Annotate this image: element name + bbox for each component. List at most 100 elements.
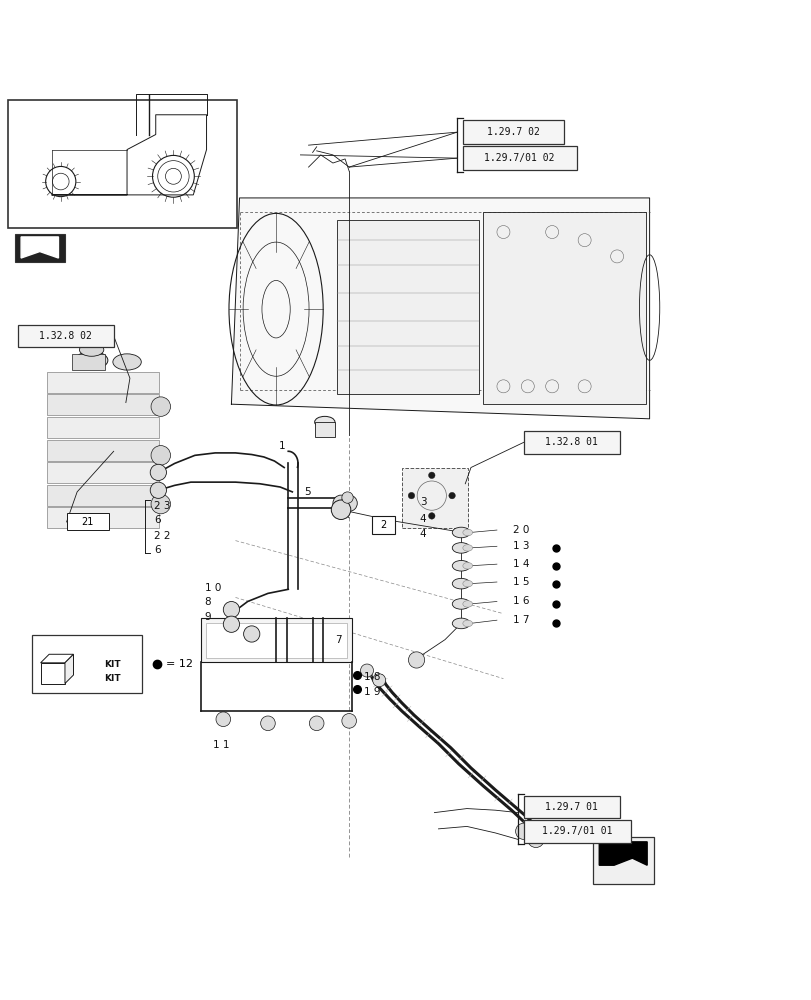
Text: 2: 2 bbox=[380, 520, 386, 530]
Bar bbox=[32, 635, 142, 693]
Bar bbox=[47, 507, 159, 528]
Circle shape bbox=[341, 714, 356, 728]
Bar bbox=[8, 100, 237, 228]
Text: 3: 3 bbox=[419, 497, 426, 507]
Circle shape bbox=[408, 652, 424, 668]
Circle shape bbox=[408, 492, 414, 499]
Polygon shape bbox=[41, 654, 73, 663]
Ellipse shape bbox=[462, 580, 472, 587]
Ellipse shape bbox=[462, 620, 472, 627]
Text: 1.29.7/01 01: 1.29.7/01 01 bbox=[542, 826, 611, 836]
Text: 1.29.7/01 02: 1.29.7/01 02 bbox=[484, 153, 554, 163]
Text: 1.32.8 01: 1.32.8 01 bbox=[544, 437, 598, 447]
Text: 2 2: 2 2 bbox=[154, 531, 170, 541]
Bar bbox=[523, 796, 619, 818]
Ellipse shape bbox=[315, 416, 334, 428]
Text: 2 3: 2 3 bbox=[154, 501, 170, 511]
Circle shape bbox=[372, 674, 385, 687]
Bar bbox=[47, 485, 159, 506]
Text: 6: 6 bbox=[154, 515, 161, 525]
Text: 1 9: 1 9 bbox=[363, 687, 380, 697]
Bar bbox=[41, 663, 65, 684]
Ellipse shape bbox=[462, 563, 472, 569]
Circle shape bbox=[428, 472, 435, 479]
Ellipse shape bbox=[452, 618, 470, 629]
Circle shape bbox=[243, 626, 260, 642]
Circle shape bbox=[151, 494, 170, 514]
Circle shape bbox=[150, 482, 166, 498]
Ellipse shape bbox=[75, 351, 108, 369]
Bar bbox=[483, 212, 645, 404]
Text: 21: 21 bbox=[81, 517, 94, 527]
Text: 5: 5 bbox=[304, 487, 311, 497]
Text: 4: 4 bbox=[419, 529, 426, 539]
Circle shape bbox=[331, 500, 350, 519]
Circle shape bbox=[428, 513, 435, 519]
Text: 1 5: 1 5 bbox=[513, 577, 529, 587]
Text: KIT: KIT bbox=[104, 674, 121, 683]
Text: 1 6: 1 6 bbox=[513, 596, 529, 606]
Polygon shape bbox=[21, 237, 58, 258]
Bar bbox=[523, 431, 619, 454]
FancyBboxPatch shape bbox=[401, 468, 467, 528]
Bar bbox=[201, 618, 351, 662]
Text: 9: 9 bbox=[204, 612, 211, 622]
Bar bbox=[206, 623, 346, 658]
Text: 1 0: 1 0 bbox=[204, 583, 221, 593]
Circle shape bbox=[151, 446, 170, 465]
Ellipse shape bbox=[462, 545, 472, 551]
Text: = 12: = 12 bbox=[166, 659, 193, 669]
Circle shape bbox=[223, 616, 239, 632]
Bar bbox=[72, 354, 105, 370]
Text: 1.32.8 02: 1.32.8 02 bbox=[39, 331, 92, 341]
Polygon shape bbox=[231, 198, 649, 419]
Text: 1.29.7 02: 1.29.7 02 bbox=[487, 127, 539, 137]
Bar bbox=[15, 234, 65, 262]
Bar bbox=[371, 516, 394, 534]
Bar bbox=[47, 417, 159, 438]
Circle shape bbox=[260, 716, 275, 731]
Text: 1 4: 1 4 bbox=[513, 559, 529, 569]
Text: 1: 1 bbox=[278, 441, 285, 451]
Bar bbox=[315, 422, 335, 437]
Ellipse shape bbox=[462, 529, 472, 536]
Ellipse shape bbox=[452, 560, 470, 571]
Bar bbox=[592, 837, 653, 884]
Circle shape bbox=[150, 464, 166, 481]
Text: KIT: KIT bbox=[104, 660, 121, 669]
Ellipse shape bbox=[452, 543, 470, 553]
Text: 8: 8 bbox=[204, 597, 211, 607]
Circle shape bbox=[341, 495, 357, 511]
Ellipse shape bbox=[79, 343, 104, 356]
Text: 7: 7 bbox=[335, 635, 341, 645]
Bar bbox=[523, 820, 630, 843]
Circle shape bbox=[341, 492, 353, 503]
Text: 4: 4 bbox=[419, 514, 426, 524]
Text: 2 0: 2 0 bbox=[513, 525, 529, 535]
Bar bbox=[337, 220, 478, 394]
Text: 1 3: 1 3 bbox=[513, 541, 529, 551]
Ellipse shape bbox=[452, 599, 470, 609]
Ellipse shape bbox=[113, 354, 141, 370]
Circle shape bbox=[448, 492, 455, 499]
Bar bbox=[67, 513, 109, 530]
Bar bbox=[47, 440, 159, 461]
Text: 1.29.7 01: 1.29.7 01 bbox=[544, 802, 598, 812]
Circle shape bbox=[527, 831, 543, 848]
Bar bbox=[47, 394, 159, 415]
Circle shape bbox=[360, 664, 373, 677]
Circle shape bbox=[216, 712, 230, 727]
Bar bbox=[47, 462, 159, 483]
Ellipse shape bbox=[452, 578, 470, 589]
Circle shape bbox=[223, 601, 239, 618]
Circle shape bbox=[151, 397, 170, 416]
Bar bbox=[47, 372, 159, 393]
Text: 1 7: 1 7 bbox=[513, 615, 529, 625]
Polygon shape bbox=[599, 842, 646, 865]
Text: 1 1: 1 1 bbox=[212, 740, 229, 750]
Bar bbox=[462, 120, 564, 144]
Circle shape bbox=[309, 716, 324, 731]
Ellipse shape bbox=[452, 527, 470, 538]
Text: 6: 6 bbox=[154, 545, 161, 555]
Ellipse shape bbox=[462, 601, 472, 607]
